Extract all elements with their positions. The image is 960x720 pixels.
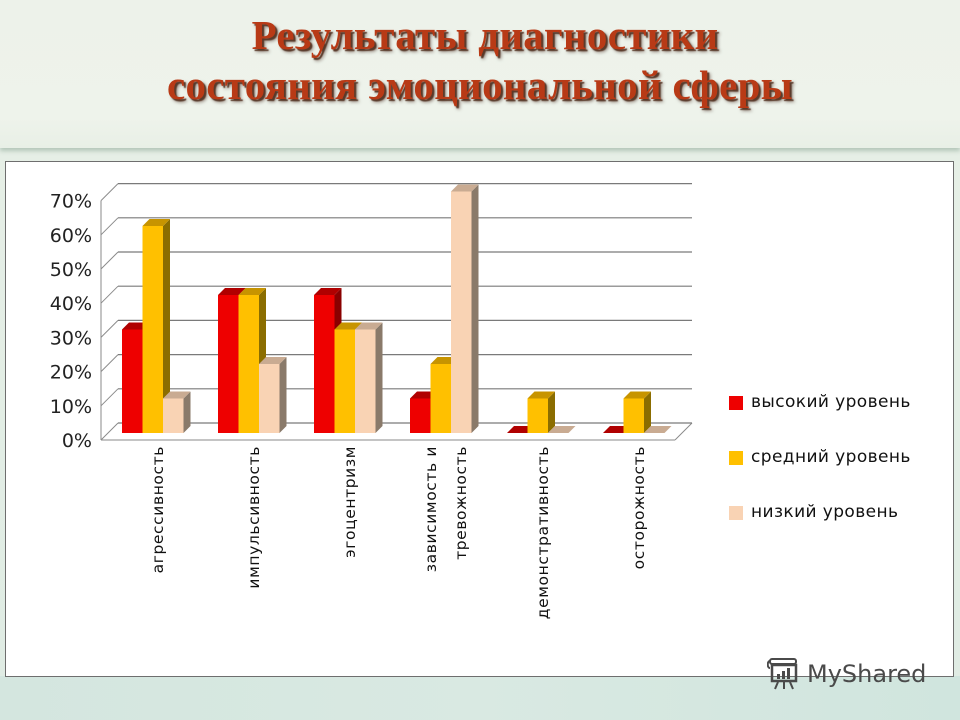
bar-средний-уровень xyxy=(142,226,163,433)
gridline-diagonal xyxy=(100,388,119,407)
legend-swatch-medium xyxy=(729,451,743,465)
gridline-diagonal xyxy=(100,217,119,236)
bar-top xyxy=(314,288,342,295)
category-label: осторожность xyxy=(630,446,648,569)
bar-средний-уровень xyxy=(430,364,451,433)
bar-top xyxy=(163,391,191,399)
legend-label: низкий уровень xyxy=(751,502,899,522)
bar-высокий-уровень xyxy=(314,295,335,433)
bar-top xyxy=(644,426,672,433)
bar-top xyxy=(623,391,651,399)
bar-top xyxy=(355,322,383,330)
category-label: эгоцентризм xyxy=(341,446,359,558)
bar-top xyxy=(218,288,246,295)
legend-swatch-high xyxy=(729,396,743,410)
bar-низкий-уровень xyxy=(451,191,472,433)
gridline-diagonal xyxy=(100,422,119,441)
category-label: агрессивность xyxy=(149,446,167,573)
y-tick-label: 20% xyxy=(50,362,92,384)
category-label: тревожность xyxy=(452,446,470,560)
category-label: импульсивность xyxy=(245,446,263,589)
bar-низкий-уровень xyxy=(259,364,280,433)
page-title: Результаты диагностики состояния эмоцион… xyxy=(0,10,960,110)
watermark-text: MyShared xyxy=(807,660,927,688)
title-line-1: Результаты диагностики xyxy=(251,12,719,58)
bar-side xyxy=(279,357,287,433)
y-tick-label: 60% xyxy=(50,225,92,247)
bar-top xyxy=(142,219,170,226)
gridline-diagonal xyxy=(100,251,119,270)
floor-edge xyxy=(674,422,693,441)
watermark: MyShared xyxy=(767,656,926,692)
bar-top xyxy=(334,322,362,330)
bar-низкий-уровень xyxy=(163,398,184,433)
y-tick-label: 40% xyxy=(50,293,92,315)
legend-label: средний уровень xyxy=(751,447,911,467)
bar-средний-уровень xyxy=(334,329,355,433)
bar-side xyxy=(375,322,383,433)
bar-side xyxy=(548,391,555,433)
legend-label: высокий уровень xyxy=(751,392,911,412)
y-tick-label: 50% xyxy=(50,259,92,281)
bar-side xyxy=(644,391,651,433)
bar-высокий-уровень xyxy=(122,329,143,433)
bar-top xyxy=(259,357,287,364)
y-tick-label: 10% xyxy=(50,396,92,418)
category-label: демонстративность xyxy=(534,446,552,619)
bar-средний-уровень xyxy=(623,398,644,433)
bar-средний-уровень xyxy=(238,295,259,433)
gridline-diagonal xyxy=(100,320,119,338)
bar-top xyxy=(238,288,266,295)
gridline-diagonal xyxy=(100,285,119,304)
gridline-diagonal xyxy=(100,183,119,201)
bar-top xyxy=(548,426,576,433)
bar-top xyxy=(527,391,555,399)
bar-средний-уровень xyxy=(527,398,548,433)
y-tick-label: 0% xyxy=(62,430,92,452)
title-band xyxy=(0,0,960,148)
legend-swatch-low xyxy=(729,506,743,520)
bar-side xyxy=(471,184,479,433)
bottom-band xyxy=(0,676,960,720)
gridline-diagonal xyxy=(100,354,119,372)
bar-низкий-уровень xyxy=(355,329,376,433)
y-tick-label: 30% xyxy=(50,327,92,349)
presentation-board-icon xyxy=(767,658,798,690)
title-line-2: состояния эмоциональной сферы xyxy=(167,62,793,108)
bar-высокий-уровень xyxy=(410,398,431,433)
bar-side xyxy=(163,219,170,433)
category-label: зависимость и xyxy=(422,446,440,572)
y-tick-label: 70% xyxy=(50,191,92,213)
bar-top xyxy=(451,184,479,192)
bar-side xyxy=(183,391,191,433)
bar-высокий-уровень xyxy=(218,295,239,433)
